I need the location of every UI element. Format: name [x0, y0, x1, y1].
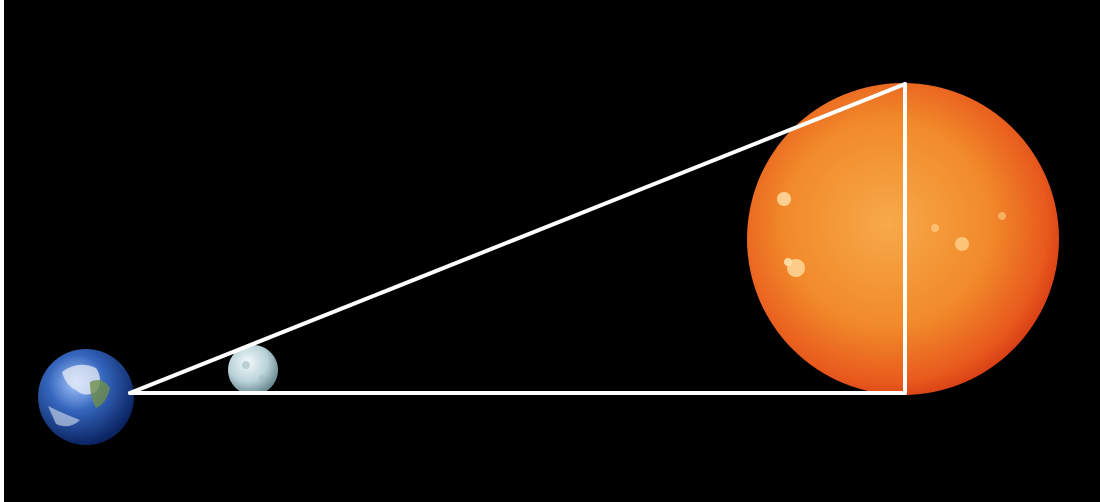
moon-icon: [228, 345, 278, 395]
hypotenuse-line: [128, 82, 907, 395]
earth-icon: [38, 349, 134, 445]
